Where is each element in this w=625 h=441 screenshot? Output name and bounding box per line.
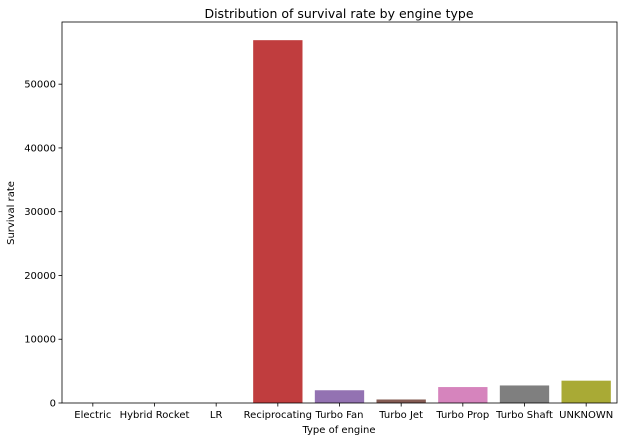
x-tick-label: Turbo Shaft: [495, 410, 553, 421]
y-tick-label: 20000: [24, 271, 56, 282]
x-tick-label: Electric: [74, 410, 111, 421]
bar-turbo-fan: [314, 390, 365, 403]
x-tick-label: LR: [210, 410, 223, 421]
x-tick-label: Turbo Fan: [315, 410, 364, 421]
y-axis-label: Survival rate: [6, 181, 17, 245]
y-tick-label: 30000: [24, 207, 56, 218]
x-axis-ticks: Electric Hybrid Rocket LR Reciprocating Turb…: [74, 403, 613, 421]
y-tick-label: 50000: [24, 80, 56, 91]
x-tick-label: UNKNOWN: [559, 410, 613, 421]
x-axis-label: Type of engine: [301, 425, 375, 436]
bar-turbo-shaft: [499, 385, 550, 403]
bar-unknown: [561, 380, 611, 403]
x-tick-label: Turbo Jet: [378, 410, 423, 421]
y-tick-label: 0: [50, 399, 56, 410]
bar-turbo-jet: [376, 399, 426, 403]
bars-layer: [68, 40, 611, 404]
chart-title: Distribution of survival rate by engine …: [204, 6, 473, 21]
x-tick-label: Turbo Prop: [435, 410, 489, 421]
y-axis-ticks: 0 10000 20000 30000 40000 50000: [24, 80, 62, 410]
x-tick-label: Hybrid Rocket: [120, 410, 190, 421]
y-tick-label: 10000: [24, 335, 56, 346]
x-tick-label: Reciprocating: [244, 410, 312, 421]
y-tick-label: 40000: [24, 143, 56, 154]
bar-turbo-prop: [438, 387, 488, 403]
plot-area-frame: [61, 21, 618, 404]
bar-reciprocating: [253, 40, 303, 404]
